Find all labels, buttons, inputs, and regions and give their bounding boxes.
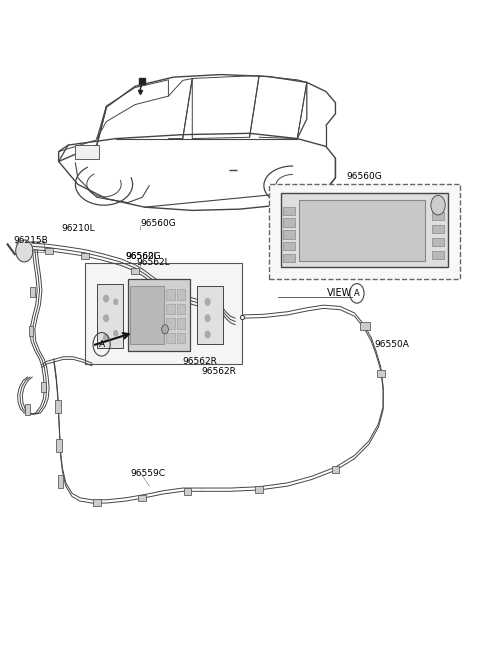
- Text: 96562L: 96562L: [136, 258, 169, 267]
- Text: 96560G: 96560G: [346, 172, 382, 181]
- Bar: [184, 488, 192, 495]
- Bar: [56, 439, 62, 452]
- Circle shape: [114, 331, 118, 336]
- Bar: [283, 218, 295, 227]
- Circle shape: [104, 295, 108, 302]
- Bar: [432, 238, 444, 247]
- Bar: [360, 322, 370, 330]
- Bar: [281, 194, 447, 267]
- Bar: [166, 304, 175, 314]
- Bar: [283, 242, 295, 251]
- Bar: [283, 253, 295, 262]
- Circle shape: [104, 315, 108, 321]
- Text: 96210L: 96210L: [61, 224, 95, 233]
- Bar: [16, 241, 44, 251]
- Text: A: A: [98, 340, 105, 349]
- Bar: [177, 289, 185, 300]
- Text: VIEW: VIEW: [327, 289, 352, 298]
- Bar: [299, 200, 425, 260]
- Polygon shape: [16, 240, 33, 262]
- Bar: [432, 225, 444, 234]
- Bar: [283, 207, 295, 215]
- Bar: [432, 251, 444, 259]
- Circle shape: [114, 299, 118, 304]
- Text: A: A: [354, 289, 360, 298]
- Text: 96562L: 96562L: [125, 252, 159, 260]
- Bar: [58, 475, 63, 488]
- Bar: [97, 283, 123, 348]
- Bar: [130, 285, 164, 344]
- Bar: [138, 495, 146, 501]
- Bar: [55, 400, 61, 413]
- Bar: [81, 253, 89, 259]
- Bar: [29, 326, 34, 337]
- Bar: [377, 371, 384, 377]
- Bar: [332, 466, 339, 473]
- Bar: [177, 318, 185, 329]
- Bar: [31, 287, 35, 297]
- Circle shape: [431, 195, 445, 215]
- Bar: [432, 212, 444, 220]
- Text: 96562R: 96562R: [202, 367, 237, 377]
- Bar: [177, 333, 185, 343]
- Bar: [25, 405, 30, 415]
- Text: 96562R: 96562R: [183, 358, 217, 367]
- Bar: [85, 262, 242, 364]
- Bar: [166, 318, 175, 329]
- Text: 96550A: 96550A: [374, 340, 409, 349]
- Circle shape: [205, 298, 210, 305]
- Bar: [166, 333, 175, 343]
- Bar: [283, 230, 295, 239]
- Bar: [128, 279, 190, 351]
- Bar: [177, 304, 185, 314]
- Circle shape: [104, 335, 108, 341]
- Text: 96560G: 96560G: [125, 252, 161, 260]
- Text: 96559C: 96559C: [130, 468, 165, 478]
- Text: 96215B: 96215B: [13, 236, 48, 245]
- Bar: [45, 248, 53, 254]
- Circle shape: [162, 325, 168, 334]
- Bar: [131, 268, 139, 274]
- Bar: [197, 285, 223, 344]
- Bar: [75, 145, 99, 159]
- Circle shape: [205, 331, 210, 338]
- Bar: [93, 499, 101, 506]
- Circle shape: [205, 315, 210, 321]
- Text: 96560G: 96560G: [141, 219, 177, 228]
- Bar: [166, 289, 175, 300]
- Bar: [255, 486, 263, 493]
- Bar: [41, 382, 46, 392]
- Bar: [269, 184, 459, 279]
